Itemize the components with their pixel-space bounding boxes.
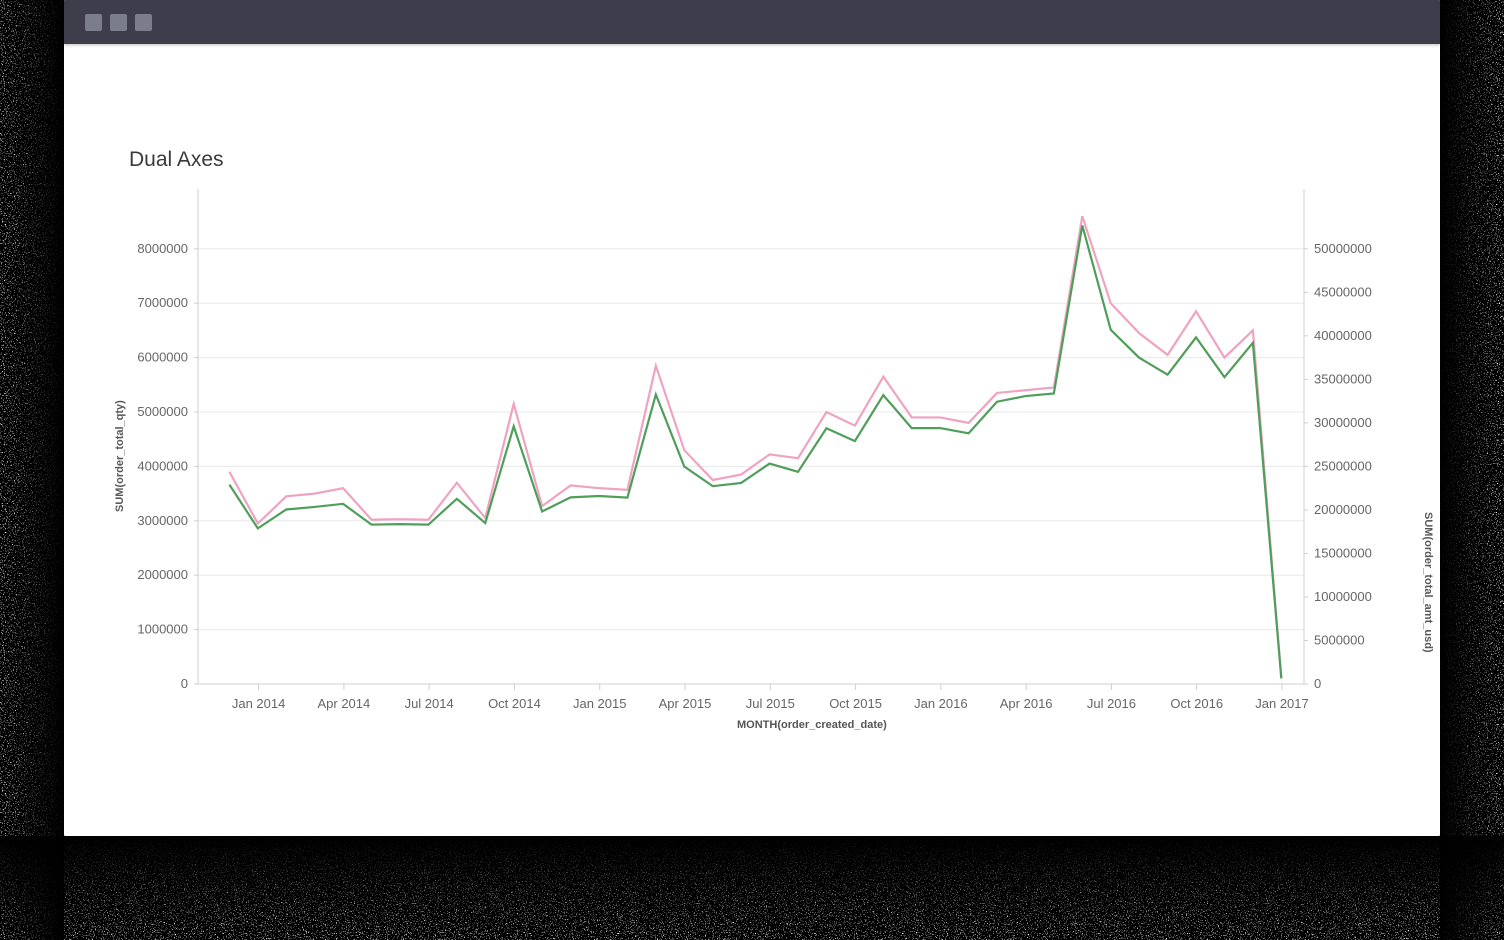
svg-text:25000000: 25000000 [1314,458,1372,473]
svg-text:45000000: 45000000 [1314,284,1372,299]
svg-text:8000000: 8000000 [137,241,188,256]
svg-text:5000000: 5000000 [1314,632,1365,647]
svg-text:10000000: 10000000 [1314,589,1372,604]
svg-text:40000000: 40000000 [1314,328,1372,343]
svg-text:Jan 2016: Jan 2016 [914,696,968,711]
svg-text:2000000: 2000000 [137,567,188,582]
svg-text:15000000: 15000000 [1314,545,1372,560]
svg-text:Jul 2015: Jul 2015 [746,696,795,711]
svg-text:Apr 2016: Apr 2016 [1000,696,1053,711]
svg-text:30000000: 30000000 [1314,415,1372,430]
svg-text:Oct 2016: Oct 2016 [1170,696,1223,711]
svg-text:3000000: 3000000 [137,513,188,528]
svg-text:35000000: 35000000 [1314,371,1372,386]
svg-text:5000000: 5000000 [137,404,188,419]
svg-text:Jul 2014: Jul 2014 [405,696,454,711]
svg-text:0: 0 [1314,676,1321,691]
svg-text:7000000: 7000000 [137,295,188,310]
svg-text:Jan 2015: Jan 2015 [573,696,627,711]
svg-text:Oct 2015: Oct 2015 [829,696,882,711]
svg-text:1000000: 1000000 [137,622,188,637]
svg-text:Jul 2016: Jul 2016 [1087,696,1136,711]
svg-text:20000000: 20000000 [1314,502,1372,517]
svg-text:Oct 2014: Oct 2014 [488,696,541,711]
svg-text:0: 0 [181,676,188,691]
svg-text:Jan 2014: Jan 2014 [232,696,286,711]
svg-text:Jan 2017: Jan 2017 [1255,696,1309,711]
svg-text:6000000: 6000000 [137,350,188,365]
svg-text:Apr 2014: Apr 2014 [317,696,370,711]
svg-text:4000000: 4000000 [137,458,188,473]
svg-text:Apr 2015: Apr 2015 [659,696,712,711]
svg-text:50000000: 50000000 [1314,241,1372,256]
